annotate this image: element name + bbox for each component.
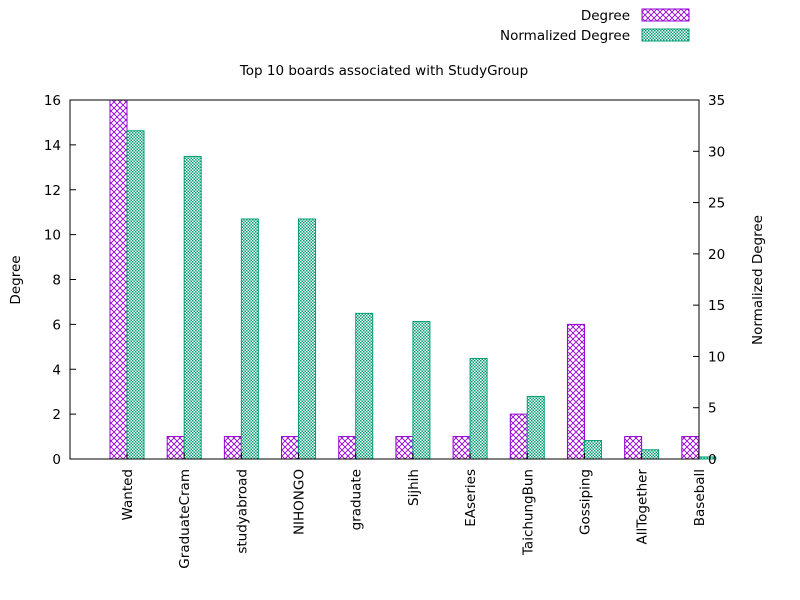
axes-group: Wanted GraduateCram studyabroad NIHONGO grad… [44,93,725,569]
x-tick-label-2: studyabroad [234,469,250,554]
y2-tick-label-3: 15 [708,298,725,314]
x-tick-label-3: NIHONGO [292,469,308,535]
y-tick-label-8: 16 [44,93,61,109]
bars-group [109,99,717,460]
bar-degree-4 [338,436,357,460]
x-tick-label-4: graduate [349,469,365,530]
y2-tick-label-2: 10 [708,349,725,365]
bar-degree-9 [624,436,643,460]
y2-tick-label-4: 20 [708,247,725,263]
bar-normalized-degree-0 [126,130,145,460]
bar-normalized-degree-5 [412,321,431,460]
bar-degree-2 [223,436,242,460]
bar-degree-1 [166,436,185,460]
bar-normalized-degree-9 [641,449,660,460]
bar-normalized-degree-6 [469,357,488,460]
y-tick-label-7: 14 [44,138,61,154]
y2-tick-label-5: 25 [708,196,725,212]
y-tick-label-6: 12 [44,183,61,199]
y-tick-label-4: 8 [52,273,61,289]
y-tick-label-5: 10 [44,228,61,244]
bar-normalized-degree-2 [240,218,259,460]
bar-degree-8 [566,323,585,460]
legend-swatch-normalized-degree [641,28,690,42]
x-tick-label-0: Wanted [120,469,136,520]
y-tick-label-2: 4 [52,362,61,378]
y2-axis-label: Normalized Degree [750,215,766,345]
x-tick-label-6: EAseries [463,469,479,527]
y2-tick-label-7: 35 [708,93,725,109]
x-tick-label-7: TaichungBun [520,469,536,556]
y2-tick-label-0: 0 [708,452,717,468]
y-tick-label-3: 6 [52,317,61,333]
legend-label-degree: Degree [581,8,630,24]
x-tick-label-8: Gossiping [577,469,593,535]
bar-normalized-degree-3 [298,218,317,460]
bar-degree-10 [681,436,700,460]
y-tick-label-1: 2 [52,407,61,423]
legend-label-normalized-degree: Normalized Degree [500,28,630,44]
x-tick-label-10: Baseball [692,469,708,526]
bar-normalized-degree-4 [355,312,374,460]
bar-degree-3 [281,436,300,460]
x-tick-label-1: GraduateCram [177,469,193,569]
y-tick-label-0: 0 [52,452,61,468]
bar-degree-7 [509,413,528,460]
plot-border [69,99,700,460]
legend-swatch-degree [641,8,690,22]
bar-degree-6 [452,436,471,460]
legend: Degree Normalized Degree [500,8,690,44]
y2-tick-label-1: 5 [708,401,717,417]
chart-title: Top 10 boards associated with StudyGroup [239,63,528,79]
x-tick-label-5: Sijhih [406,469,422,506]
y-axis-label: Degree [8,255,24,304]
bar-degree-5 [395,436,414,460]
bar-normalized-degree-8 [583,440,602,460]
bar-normalized-degree-7 [526,395,545,460]
x-tick-label-9: AllTogether [635,469,651,545]
y2-tick-label-6: 30 [708,144,725,160]
bar-normalized-degree-1 [183,155,202,460]
bar-degree-0 [109,99,128,460]
